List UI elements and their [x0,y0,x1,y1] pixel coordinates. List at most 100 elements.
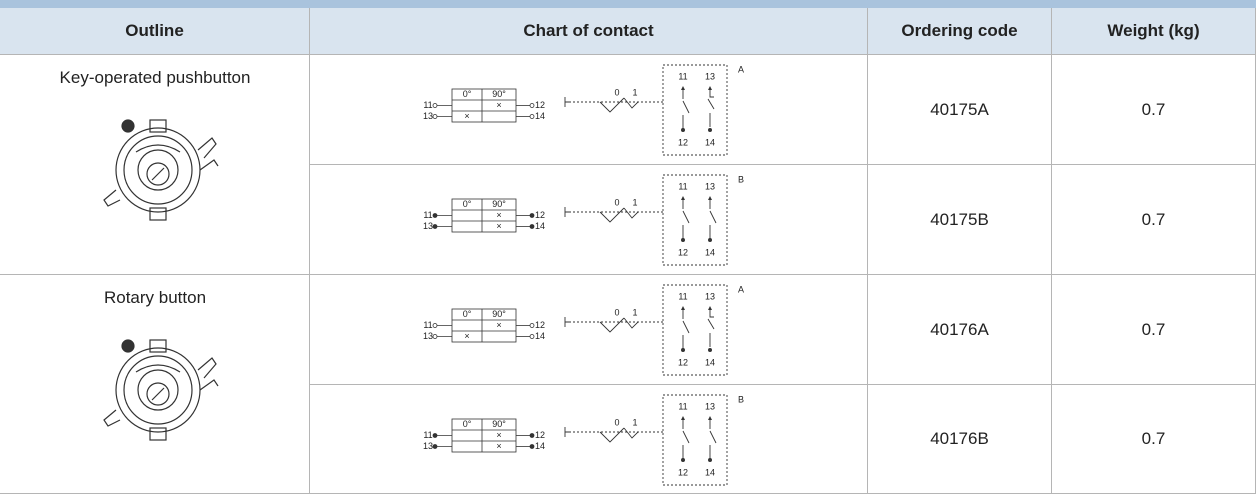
terminal [529,334,535,339]
table-frame [451,418,517,453]
contact-bottom-label: 14 [705,357,715,367]
contact-bottom-label: 12 [678,247,688,257]
contact-mark: × [464,331,469,341]
knob-ring [137,149,179,191]
terminal-label: 12 [535,320,545,330]
terminal-label: 12 [535,430,545,440]
knob-arc [135,364,181,373]
knob-clamp [149,339,167,353]
terminal [432,224,438,229]
contact-arrow [681,416,685,420]
outline-image [103,119,219,221]
contact-box [662,64,728,156]
knob-clamp [149,427,167,441]
knob-screw [121,119,135,133]
contact [709,197,717,239]
step-label: 1 [632,87,637,97]
contact-dot [708,348,712,352]
terminal-label: 11 [423,430,432,440]
terminal-label: 13 [423,331,433,341]
code-cell: 40176B [868,385,1052,494]
contact-mark: × [464,111,469,121]
chart-cell: 0° 90° 11 12 × 13 14 × 0 1 A 11 12 13 14 [310,55,868,165]
contact-top-label: 13 [705,291,715,301]
chart-cell: 0° 90° 11 12 × 13 14 × 0 1 B 11 12 13 14 [310,385,868,494]
contact-top-label: 13 [705,401,715,411]
contact-arrow [681,306,685,310]
contact-arrow [708,416,712,420]
header-cell: Weight (kg) [1052,8,1256,55]
contact-top-label: 13 [705,71,715,81]
position-label: 0° [463,309,472,319]
knob-body [115,347,201,433]
knob-ring [137,369,179,411]
chart-cell: 0° 90° 11 12 × 13 14 × 0 1 B 11 12 13 14 [310,165,868,275]
contact-dot [708,128,712,132]
contact-dot [681,458,685,462]
step-label: 0 [614,87,619,97]
detent [599,317,639,333]
terminal [529,103,535,108]
knob-screw [121,339,135,353]
step-label: 1 [632,307,637,317]
terminal [432,334,438,339]
terminal-label: 14 [535,441,545,451]
outline-cell: Rotary button [0,275,310,494]
knob-fin [103,357,219,427]
knob-drawing [103,119,219,221]
knob-clamp [149,207,167,221]
terminal [529,224,535,229]
terminal-label: 13 [423,111,433,121]
contact-bottom-label: 14 [705,247,715,257]
knob-core [146,162,170,186]
contact-arrow [681,86,685,90]
terminal-label: 13 [423,441,433,451]
weight-cell: 0.7 [1052,165,1256,275]
knob-arc [135,144,181,153]
terminal [432,323,438,328]
contact-mark: × [496,221,501,231]
contact-arrow [708,196,712,200]
contact [682,197,690,239]
knob-ring [123,355,193,425]
knob-key [151,387,165,401]
knob-key [151,167,165,181]
position-label: 90° [492,419,506,429]
contact-bottom-label: 14 [705,467,715,477]
contact-box [662,174,728,266]
contact-dot [681,128,685,132]
contact-top-label: 11 [678,401,687,411]
variant-label: A [738,64,744,74]
contact-top-label: 11 [678,71,687,81]
code-cell: 40175B [868,165,1052,275]
step-label: 0 [614,307,619,317]
terminal [432,433,438,438]
position-label: 90° [492,199,506,209]
position-label: 90° [492,89,506,99]
step-label: 1 [632,197,637,207]
step-label: 0 [614,197,619,207]
top-strip [0,0,1256,8]
position-label: 90° [492,309,506,319]
contact-bottom-label: 12 [678,357,688,367]
actuator [564,97,569,107]
terminal-label: 12 [535,210,545,220]
contact-box [662,394,728,486]
terminal-label: 11 [423,320,432,330]
variant-label: A [738,284,744,294]
weight-cell: 0.7 [1052,55,1256,165]
contact [707,87,715,127]
knob-fin [103,137,219,207]
terminal-label: 11 [423,100,432,110]
table-frame [451,308,517,343]
outline-label: Key-operated pushbutton [59,68,251,87]
contact-mark: × [496,210,501,220]
table-frame [451,198,517,233]
terminal-label: 14 [535,221,545,231]
detent [599,427,639,443]
knob-drawing [103,339,219,441]
outline-cell: Key-operated pushbutton [0,55,310,275]
position-label: 0° [463,89,472,99]
position-label: 0° [463,419,472,429]
contact-arrow [708,306,712,310]
